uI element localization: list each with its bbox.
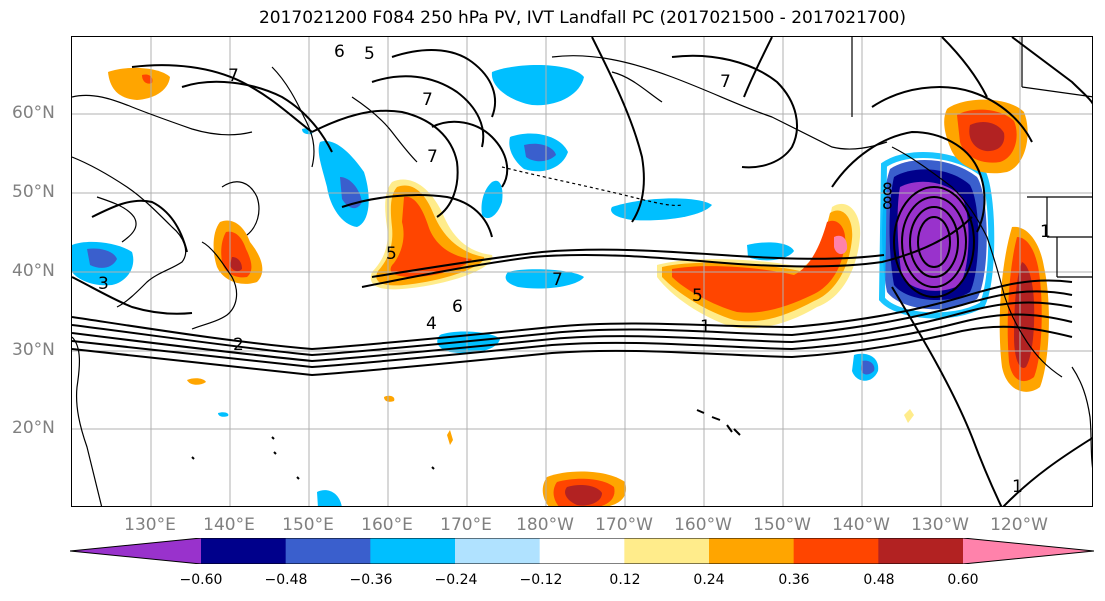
contour-label: 4 bbox=[426, 314, 437, 334]
contour-label: 7 bbox=[228, 66, 239, 86]
colorbar bbox=[70, 538, 1094, 564]
contour-label: 1 bbox=[700, 317, 711, 337]
contour-label: 7 bbox=[720, 72, 731, 92]
colorbar-cell bbox=[70, 538, 201, 564]
colorbar-cell bbox=[285, 538, 371, 564]
lon-label: 180°W bbox=[516, 515, 574, 535]
lon-label: 120°W bbox=[990, 515, 1048, 535]
lon-label: 170°W bbox=[595, 515, 653, 535]
colorbar-cell bbox=[624, 538, 710, 564]
contour-label: 8 bbox=[882, 180, 893, 200]
lat-label-40n: 40°N bbox=[12, 261, 55, 281]
colorbar-tick: −0.24 bbox=[434, 572, 478, 588]
lon-label: 150°W bbox=[753, 515, 811, 535]
contour-label: 6 bbox=[452, 297, 463, 317]
colorbar-tick: −0.12 bbox=[519, 572, 563, 588]
contour-label: 7 bbox=[427, 147, 438, 167]
colorbar-cell bbox=[793, 538, 879, 564]
contour-labels: 6 5 7 7 7 7 7 8 5 5 6 4 2 1 8 3 1 1 bbox=[98, 42, 1051, 497]
colorbar-cell bbox=[963, 538, 1094, 564]
pv-contours bbox=[72, 37, 1092, 506]
lat-label-50n: 50°N bbox=[12, 182, 55, 202]
lat-label-60n: 60°N bbox=[12, 103, 55, 123]
colorbar-cell bbox=[370, 538, 456, 564]
colorbar-cell bbox=[201, 538, 287, 564]
lon-label: 170°E bbox=[440, 515, 492, 535]
map-panel: 6 5 7 7 7 7 7 8 5 5 6 4 2 1 8 3 1 1 bbox=[71, 36, 1093, 507]
colorbar-cell bbox=[709, 538, 795, 564]
contour-label: 6 bbox=[334, 42, 345, 62]
contour-label: 1 bbox=[1040, 222, 1051, 242]
contour-label: 1 bbox=[1012, 477, 1023, 497]
lon-label: 130°W bbox=[911, 515, 969, 535]
colorbar-tick: 0.24 bbox=[693, 572, 725, 588]
map-title: 2017021200 F084 250 hPa PV, IVT Landfall… bbox=[258, 8, 906, 28]
gridlines bbox=[72, 37, 1092, 506]
contour-label: 5 bbox=[386, 244, 397, 264]
lon-label: 130°E bbox=[124, 515, 176, 535]
colorbar-tick: 0.48 bbox=[863, 572, 895, 588]
contour-label: 7 bbox=[552, 270, 563, 290]
colorbar-tick: −0.48 bbox=[264, 572, 308, 588]
lon-label: 160°W bbox=[674, 515, 732, 535]
contour-label: 7 bbox=[422, 90, 433, 110]
lat-label-30n: 30°N bbox=[12, 340, 55, 360]
lon-label: 150°E bbox=[282, 515, 334, 535]
colorbar-tick: 0.60 bbox=[947, 572, 979, 588]
lat-label-20n: 20°N bbox=[12, 418, 55, 438]
contour-label: 3 bbox=[98, 274, 109, 294]
colorbar-cell bbox=[878, 538, 964, 564]
lon-label: 140°W bbox=[832, 515, 890, 535]
contour-label: 8 bbox=[882, 194, 893, 214]
lon-label: 160°E bbox=[361, 515, 413, 535]
map-canvas: 6 5 7 7 7 7 7 8 5 5 6 4 2 1 8 3 1 1 bbox=[72, 37, 1092, 506]
colorbar-tick: 0.36 bbox=[778, 572, 810, 588]
colorbar-tick: −0.60 bbox=[179, 572, 223, 588]
colorbar-cell bbox=[539, 538, 625, 564]
colorbar-cell bbox=[455, 538, 541, 564]
lon-label: 140°E bbox=[203, 515, 255, 535]
contour-label: 5 bbox=[692, 286, 703, 306]
colorbar-tick: −0.36 bbox=[349, 572, 393, 588]
contour-label: 5 bbox=[364, 44, 375, 64]
colorbar-tick: 0.12 bbox=[609, 572, 641, 588]
contour-label: 2 bbox=[233, 335, 244, 355]
